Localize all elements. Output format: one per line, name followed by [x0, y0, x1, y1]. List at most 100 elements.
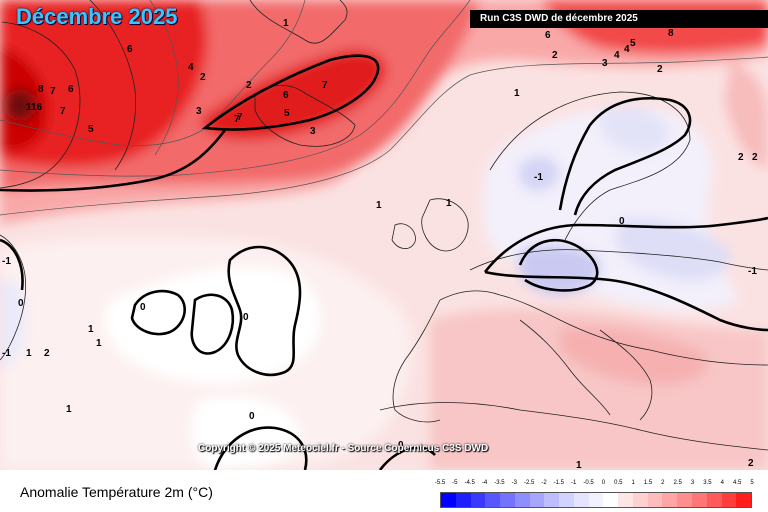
- contour-label: 4: [614, 50, 620, 61]
- contour-label: -1: [748, 266, 757, 277]
- legend-tick-label: 2: [661, 480, 665, 486]
- legend-tick-label: -0.5: [583, 480, 594, 486]
- legend-swatch: [500, 493, 515, 507]
- legend-swatch: [632, 493, 648, 507]
- contour-label: 4: [624, 44, 630, 55]
- contour-label: 2: [552, 50, 558, 61]
- legend-swatch: [441, 493, 456, 507]
- legend-tick-label: 5: [750, 480, 754, 486]
- coastlines: [0, 0, 768, 451]
- legend-tick-label: -2.5: [523, 480, 535, 486]
- legend-bar: [440, 492, 752, 508]
- contour-label: 1: [88, 324, 94, 335]
- legend-swatch: [455, 493, 471, 507]
- legend-tick-label: 1.5: [643, 480, 653, 486]
- contour-label: 1: [576, 460, 582, 470]
- contour-label: 1: [26, 348, 32, 359]
- legend-ticks: -5.5 -5 -4.5 -4 -3.5 -3 -2.5 -2 -1.5 -1 -0.5 0 0.5 1 1…: [435, 480, 754, 490]
- zero-contours: [0, 54, 768, 470]
- contour-label: 5: [88, 124, 94, 135]
- contour-label: 5: [630, 38, 636, 49]
- contour-label: 6: [127, 44, 133, 55]
- contour-label: 7: [322, 80, 328, 91]
- legend-tick-label: 3: [690, 480, 695, 486]
- contour-label-layer: 6 7 7 6 4 2 3 5 116 8 7 1 7 6 5 2 3 7 4 …: [2, 18, 758, 470]
- contour-label: 1: [514, 88, 520, 99]
- contour-label: 7: [234, 114, 240, 125]
- legend-swatch: [603, 493, 619, 507]
- legend-tick-label: -5: [452, 480, 458, 486]
- legend-swatch: [485, 493, 501, 507]
- contour-label: 0: [249, 411, 255, 422]
- legend-tick-label: 3.5: [703, 480, 712, 486]
- legend-swatch: [470, 493, 486, 507]
- legend-tick-label: 4: [720, 480, 724, 486]
- contour-label: 6: [68, 84, 74, 95]
- contour-label: 7: [237, 112, 243, 123]
- legend-swatch: [647, 493, 663, 507]
- contour-label: 1: [96, 338, 102, 349]
- legend-swatch: [588, 493, 604, 507]
- legend-tick-label: -4: [481, 480, 488, 486]
- contour-label: 2: [748, 458, 754, 469]
- copyright-notice: Copyright © 2025 Meteociel.fr - Source C…: [198, 443, 489, 454]
- legend-swatch: [677, 493, 693, 507]
- legend-tick-label: -5.5: [434, 480, 446, 486]
- contour-label: 8: [38, 84, 44, 95]
- legend-swatch: [721, 493, 737, 507]
- legend-tick-label: 0: [601, 480, 606, 486]
- variable-label: Anomalie Température 2m (°C): [20, 484, 213, 500]
- legend-swatch: [514, 493, 530, 507]
- contour-label: 1: [283, 18, 289, 29]
- contour-label: 0: [243, 312, 249, 323]
- legend-tick-label: 4.5: [732, 480, 742, 486]
- contour-label: 1: [376, 200, 382, 211]
- legend-tick-label: -3: [511, 480, 517, 486]
- contour-label: 3: [196, 106, 202, 117]
- legend-swatch: [736, 493, 752, 507]
- contour-label: 8: [668, 28, 674, 39]
- legend-swatch: [573, 493, 589, 507]
- contour-label: 2: [200, 72, 206, 83]
- contour-label: 0: [18, 298, 24, 309]
- contour-label: 4: [188, 62, 194, 73]
- contour-label: -1: [2, 256, 11, 267]
- contour-label: 7: [50, 86, 56, 97]
- legend-swatch: [559, 493, 574, 507]
- run-label: Run C3S DWD de décembre 2025: [470, 10, 768, 28]
- contour-label: 7: [60, 106, 66, 117]
- contour-label: 5: [284, 108, 290, 119]
- contour-label: 2: [657, 64, 663, 75]
- map-title: Décembre 2025: [16, 4, 178, 29]
- legend-swatch: [618, 493, 633, 507]
- color-legend: -5.5 -5 -4.5 -4 -3.5 -3 -2.5 -2 -1.5 -1 -0.5 0 0.5 1 1…: [435, 480, 754, 508]
- legend-tick-label: -1.5: [553, 480, 565, 486]
- contour-label: 2: [246, 80, 252, 91]
- contour-label: 6: [283, 90, 289, 101]
- contour-label: 0: [398, 440, 404, 451]
- legend-tick-label: 2.5: [673, 480, 682, 486]
- legend-tick-label: 0.5: [614, 480, 623, 486]
- contour-label: 1: [446, 198, 452, 209]
- contour-label: 2: [738, 152, 744, 163]
- legend-tick-label: -2: [541, 480, 547, 486]
- legend-tick-label: -4.5: [464, 480, 475, 486]
- contour-label: 2: [44, 348, 50, 359]
- contour-label: 3: [602, 58, 608, 69]
- contour-label: 0: [140, 302, 146, 313]
- contour-label: 116: [26, 102, 43, 113]
- footer: Anomalie Température 2m (°C) -5.5 -5 -4.5-…: [0, 470, 768, 512]
- legend-tick-label: 1: [631, 480, 635, 486]
- contour-label: 3: [310, 126, 316, 137]
- legend-swatch: [706, 493, 722, 507]
- legend-swatch: [529, 493, 545, 507]
- legend-swatch: [662, 493, 678, 507]
- contour-label: 2: [752, 152, 758, 163]
- legend-swatch: [692, 493, 707, 507]
- contour-label: 0: [619, 216, 625, 227]
- legend-swatch: [544, 493, 560, 507]
- legend-tick-label: -1: [571, 480, 577, 486]
- contour-label: 1: [66, 404, 72, 415]
- contour-label: 6: [545, 30, 551, 41]
- legend-tick-label: -3.5: [494, 480, 505, 486]
